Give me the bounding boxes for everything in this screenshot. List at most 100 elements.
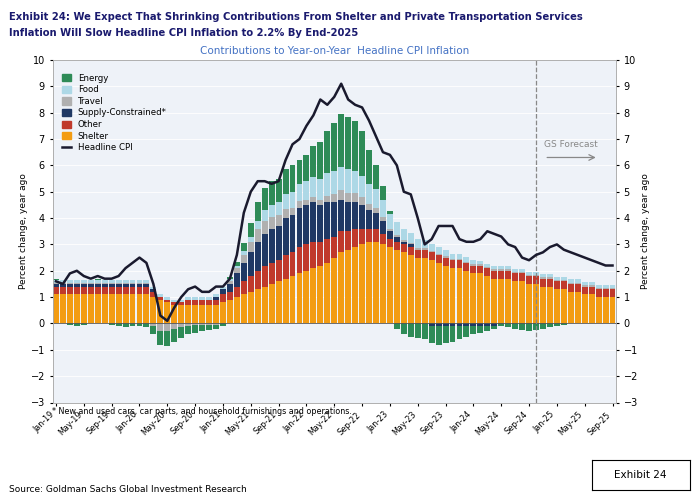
Bar bbox=[206, 305, 212, 324]
Bar bbox=[178, 300, 184, 302]
Bar bbox=[304, 181, 309, 200]
Text: Inflation Will Slow Headline CPI Inflation to 2.2% By End-2025: Inflation Will Slow Headline CPI Inflati… bbox=[9, 28, 358, 38]
Bar bbox=[178, 305, 184, 324]
Bar bbox=[373, 166, 379, 189]
Bar bbox=[53, 294, 59, 324]
Bar bbox=[491, 270, 497, 271]
Bar bbox=[575, 282, 581, 284]
Bar bbox=[116, 294, 122, 324]
Bar bbox=[442, 266, 449, 324]
Bar bbox=[241, 294, 247, 324]
Bar bbox=[449, 326, 456, 342]
Bar bbox=[394, 236, 400, 242]
Bar bbox=[477, 274, 483, 324]
Bar bbox=[394, 324, 400, 328]
Bar bbox=[220, 294, 226, 302]
Bar bbox=[276, 178, 281, 203]
Bar bbox=[554, 277, 560, 280]
Bar bbox=[568, 292, 574, 324]
Bar bbox=[158, 300, 163, 324]
Bar bbox=[150, 324, 156, 326]
Bar bbox=[387, 214, 393, 228]
Bar bbox=[408, 243, 414, 244]
Bar bbox=[352, 193, 358, 202]
Text: GS Forecast: GS Forecast bbox=[545, 140, 598, 149]
Bar bbox=[262, 234, 267, 266]
Bar bbox=[470, 266, 476, 274]
Bar bbox=[304, 155, 309, 181]
Bar bbox=[456, 259, 463, 260]
Bar bbox=[276, 202, 281, 215]
Bar bbox=[88, 280, 94, 282]
Bar bbox=[220, 286, 226, 289]
Bar bbox=[324, 202, 330, 239]
Bar bbox=[540, 274, 546, 278]
Bar bbox=[213, 324, 219, 325]
Bar bbox=[442, 250, 449, 256]
Bar bbox=[603, 297, 608, 324]
Bar bbox=[359, 244, 365, 324]
Bar bbox=[589, 294, 594, 324]
Bar bbox=[415, 258, 421, 324]
Bar bbox=[144, 280, 149, 282]
Bar bbox=[172, 300, 177, 302]
Bar bbox=[568, 280, 574, 282]
Bar bbox=[220, 324, 226, 326]
Bar bbox=[582, 286, 588, 294]
Bar bbox=[248, 252, 253, 276]
Bar bbox=[262, 220, 267, 234]
Bar bbox=[442, 326, 449, 343]
Bar bbox=[428, 251, 435, 252]
Bar bbox=[526, 324, 532, 332]
Bar bbox=[193, 300, 198, 305]
Bar bbox=[421, 248, 428, 250]
Bar bbox=[241, 255, 247, 263]
Bar bbox=[575, 280, 581, 282]
Bar bbox=[186, 305, 191, 324]
Bar bbox=[304, 200, 309, 205]
Bar bbox=[130, 284, 136, 286]
Bar bbox=[394, 222, 400, 235]
Bar bbox=[561, 277, 567, 280]
Bar bbox=[491, 271, 497, 278]
Bar bbox=[186, 324, 191, 326]
Bar bbox=[449, 259, 456, 260]
Bar bbox=[324, 196, 330, 202]
Bar bbox=[449, 324, 456, 326]
Bar bbox=[540, 278, 546, 286]
Bar bbox=[463, 271, 470, 324]
Bar bbox=[290, 166, 295, 192]
Bar bbox=[102, 294, 108, 324]
Bar bbox=[470, 260, 476, 264]
Bar bbox=[373, 213, 379, 228]
Bar bbox=[255, 202, 260, 220]
Bar bbox=[269, 181, 274, 205]
Bar bbox=[519, 272, 525, 274]
Bar bbox=[206, 297, 212, 300]
Bar bbox=[74, 324, 80, 326]
Bar bbox=[227, 284, 233, 292]
Bar bbox=[596, 297, 601, 324]
Bar bbox=[387, 239, 393, 247]
Bar bbox=[136, 284, 142, 286]
Bar bbox=[338, 252, 344, 324]
Bar bbox=[108, 284, 115, 286]
Bar bbox=[352, 120, 358, 170]
Bar bbox=[172, 305, 177, 324]
Bar bbox=[74, 280, 80, 282]
Bar bbox=[317, 178, 323, 200]
Bar bbox=[74, 286, 80, 294]
Bar bbox=[122, 294, 129, 324]
Bar bbox=[102, 280, 108, 282]
Bar bbox=[345, 116, 351, 170]
Bar bbox=[304, 271, 309, 324]
Bar bbox=[80, 284, 87, 286]
Bar bbox=[290, 216, 295, 252]
Bar bbox=[345, 202, 351, 231]
Bar bbox=[345, 231, 351, 250]
Bar bbox=[144, 284, 149, 286]
Bar bbox=[477, 266, 483, 274]
Bar bbox=[387, 212, 393, 214]
Bar bbox=[290, 276, 295, 324]
Bar bbox=[234, 262, 240, 266]
